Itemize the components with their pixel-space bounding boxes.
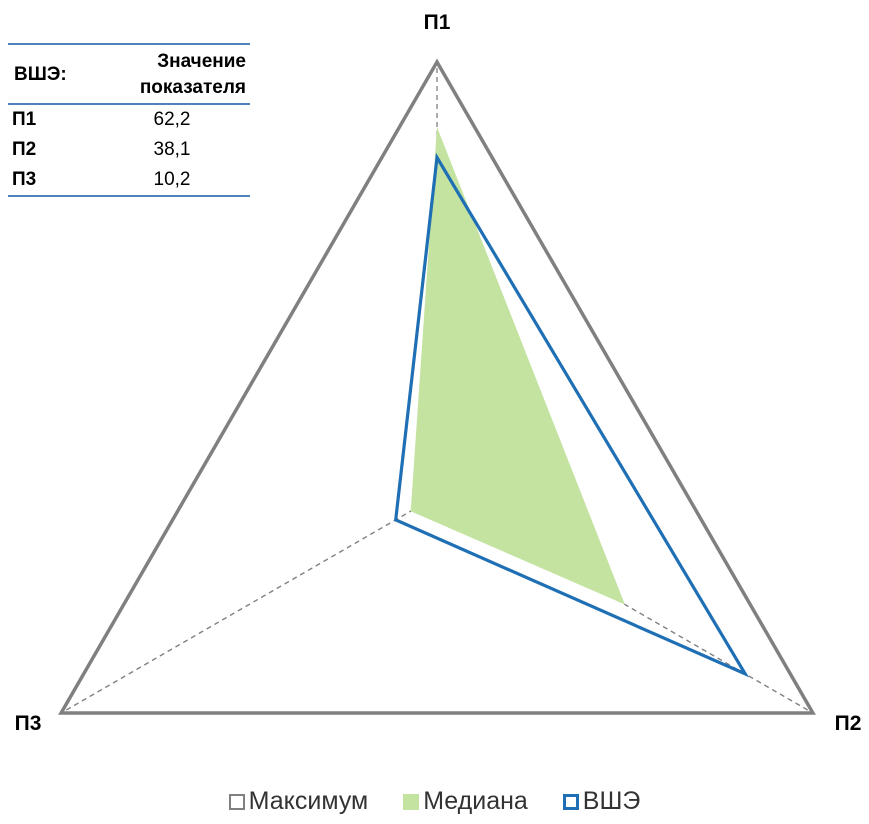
summary-table: ВШЭ: Значение показателя П1 62,2 П2 38,1… [8,43,250,197]
summary-row-value: 38,1 [153,139,191,160]
axis-label-layer: П1 П2 П3 [15,11,862,735]
summary-row-value: 62,2 [153,109,191,130]
legend-swatch-median [403,793,420,810]
summary-row-name: П2 [12,139,37,160]
series-median-polygon [410,127,625,605]
summary-row-name: П3 [12,169,37,190]
summary-header-value-line1: Значение [157,51,246,72]
legend-label-hse: ВШЭ [582,786,641,815]
axis-label-p2: П2 [835,712,862,735]
chart-legend: Максимум Медиана ВШЭ [0,786,869,816]
legend-item-median: Медиана [403,787,528,816]
summary-header-value-line2: показателя [139,77,246,98]
summary-row-name: П1 [12,109,37,130]
axis-spoke-p3 [60,495,438,714]
axis-label-p3: П3 [15,712,42,735]
summary-row-value: 10,2 [153,169,191,190]
legend-swatch-max [228,793,245,810]
series-layer [58,58,816,715]
summary-header-value: Значение показателя [106,44,250,104]
legend-swatch-hse [562,793,579,810]
legend-item-hse: ВШЭ [562,786,641,816]
axis-label-p1: П1 [424,11,451,34]
legend-item-max: Максимум [228,786,369,816]
summary-header-row: ВШЭ: Значение показателя [8,44,250,104]
legend-label-max: Максимум [248,786,369,815]
summary-row: П3 10,2 [8,165,250,196]
summary-row: П1 62,2 [8,104,250,135]
series-max-polygon [58,58,816,715]
series-hse-polygon [393,152,750,678]
summary-row: П2 38,1 [8,135,250,165]
summary-header-entity: ВШЭ: [14,64,67,85]
legend-label-median: Медиана [423,786,528,815]
